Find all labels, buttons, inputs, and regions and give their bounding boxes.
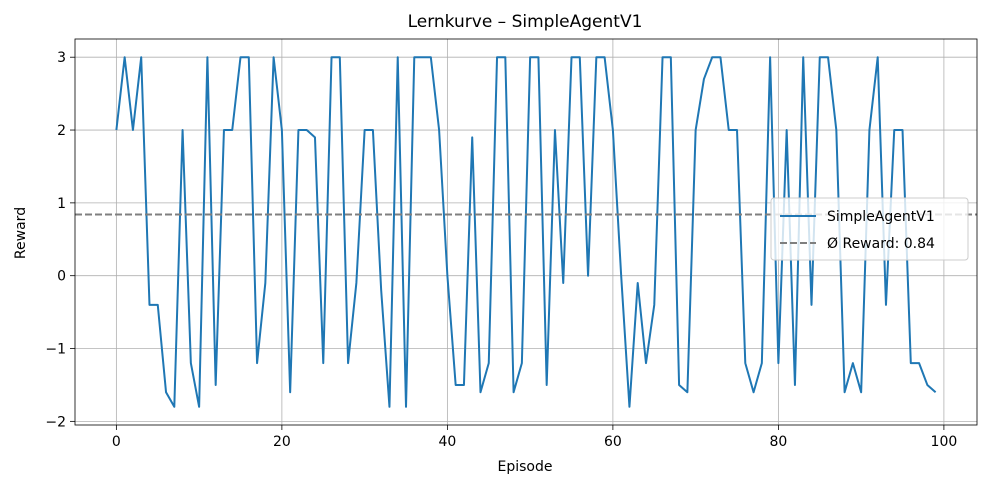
x-tick-label: 40 [438,434,456,450]
chart-title: Lernkurve – SimpleAgentV1 [408,12,643,32]
x-tick-label: 80 [769,434,787,450]
y-tick-label: 1 [57,196,66,212]
x-axis-label: Episode [498,459,553,475]
y-tick-label: 2 [57,123,66,139]
y-tick-label: −1 [45,342,66,358]
x-tick-label: 60 [604,434,622,450]
x-tick-label: 20 [273,434,291,450]
legend-entry: SimpleAgentV1 [827,209,935,225]
x-tick-label: 0 [112,434,121,450]
tick-labels: 0 20 40 60 80 100 −2 −1 0 1 2 3 [45,50,957,450]
legend-entry: Ø Reward: 0.84 [827,236,935,252]
y-tick-label: −2 [45,414,66,430]
x-tick-label: 100 [931,434,958,450]
axes [70,38,978,430]
legend-box [770,197,969,261]
axes-frame [74,38,978,426]
legend: SimpleAgentV1 Ø Reward: 0.84 [770,197,969,261]
y-tick-label: 0 [57,269,66,285]
y-tick-label: 3 [57,50,66,66]
y-axis-label: Reward [13,207,29,259]
